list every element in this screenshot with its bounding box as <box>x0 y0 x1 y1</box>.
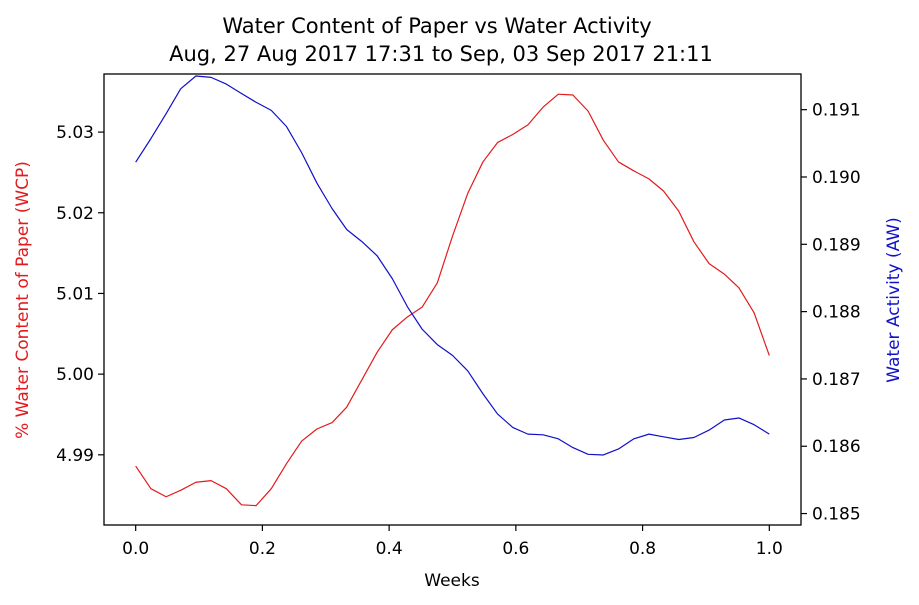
left-tick-label: 5.02 <box>56 204 94 224</box>
right-tick-label: 0.186 <box>812 437 861 457</box>
series-layer <box>135 75 770 507</box>
right-tick-label: 0.185 <box>812 505 861 525</box>
x-tick-label: 0.0 <box>122 539 149 559</box>
left-tick-label: 5.00 <box>56 365 94 385</box>
x-axis-label: Weeks <box>424 571 480 591</box>
x-tick-label: 0.6 <box>502 539 529 559</box>
series-line-right <box>135 75 770 456</box>
left-tick-label: 5.03 <box>56 123 94 143</box>
x-tick-label: 0.4 <box>376 539 403 559</box>
left-tick-label: 4.99 <box>56 446 94 466</box>
right-tick-label: 0.191 <box>812 101 861 121</box>
plot-frame <box>103 73 802 526</box>
x-tick-label: 1.0 <box>756 539 783 559</box>
right-tick-label: 0.187 <box>812 370 861 390</box>
x-axis-ticks: 0.0 0.2 0.4 0.6 0.8 1.0 <box>122 525 783 559</box>
right-tick-label: 0.188 <box>812 303 861 323</box>
x-tick-label: 0.8 <box>629 539 656 559</box>
chart-title: Water Content of Paper vs Water Activity <box>222 14 651 38</box>
series-line-left <box>135 93 770 507</box>
right-axis-label: Water Activity (AW) <box>884 217 904 382</box>
left-axis-label: % Water Content of Paper (WCP) <box>13 161 33 439</box>
right-axis-ticks: 0.185 0.186 0.187 0.188 0.189 0.190 0.191 <box>801 101 861 525</box>
right-tick-label: 0.189 <box>812 235 861 255</box>
x-tick-label: 0.2 <box>249 539 276 559</box>
chart-subtitle: Aug, 27 Aug 2017 17:31 to Sep, 03 Sep 20… <box>169 42 713 66</box>
right-tick-label: 0.190 <box>812 168 861 188</box>
left-tick-label: 5.01 <box>56 284 94 304</box>
left-axis-ticks: 4.99 5.00 5.01 5.02 5.03 <box>56 123 104 466</box>
